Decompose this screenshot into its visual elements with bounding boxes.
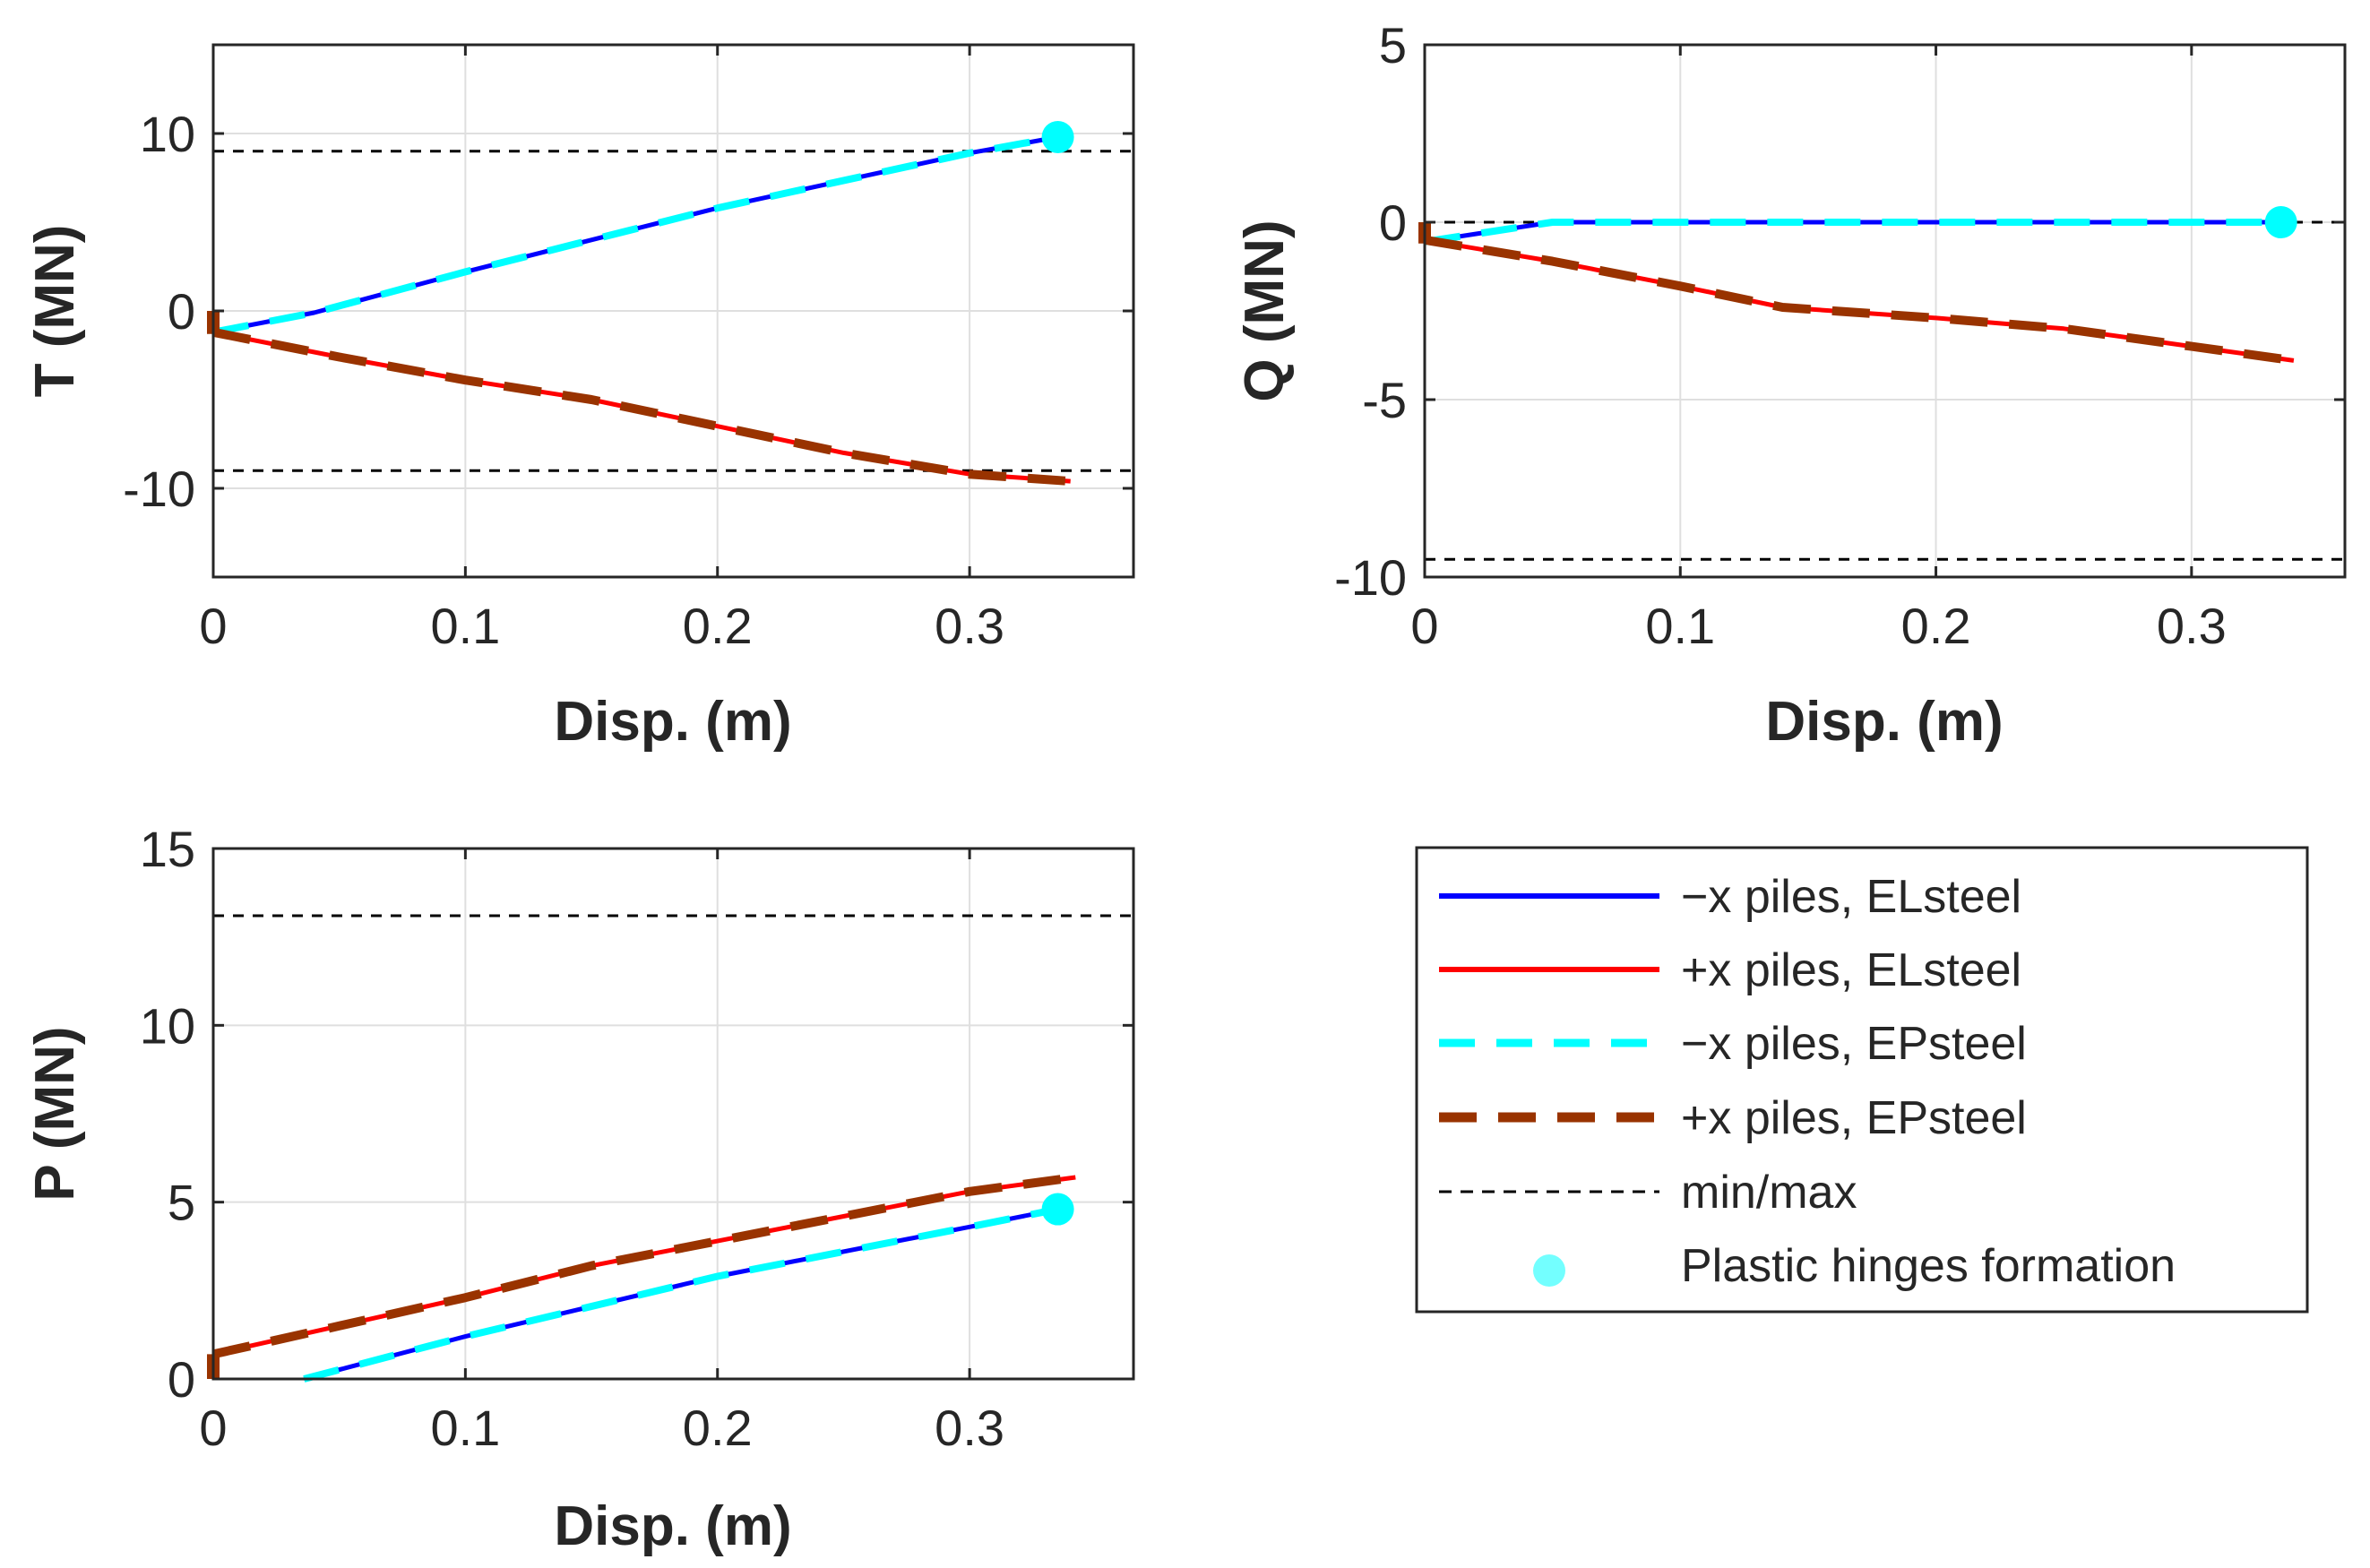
y-tick-label: -5 [1362,372,1407,428]
y-tick-label: 15 [140,821,195,877]
y-axis-label: Q (MN) [1234,220,1296,401]
legend-label: −x piles, ELsteel [1681,871,2021,923]
x-tick-label: 0.1 [430,1400,500,1456]
x-tick-label: 0 [199,1400,227,1456]
x-axis-label: Disp. (m) [554,691,791,753]
series-line [212,134,1059,336]
x-tick-label: 0.1 [1645,598,1715,654]
legend-label: −x piles, EPsteel [1681,1018,2027,1070]
x-axis-label: Disp. (m) [1765,691,2003,753]
chart-panel-q: 0 0.1 0.2 0.3 -10 -5 0 5 Disp. (m) Q (MN) [1234,17,2347,753]
y-tick-label: 0 [168,283,195,340]
x-tick-label: 0.2 [683,1400,753,1456]
x-tick-label: 0.3 [935,1400,1004,1456]
legend-label: +x piles, ELsteel [1681,944,2021,996]
y-axis-label: T (MN) [24,225,86,398]
y-tick-label: -10 [1334,549,1407,606]
series-line [1424,220,2281,245]
hinge-marker [2264,206,2297,238]
legend-swatch-hinge-marker [1533,1254,1565,1287]
series-line [212,327,1072,487]
x-tick-label: 0.2 [1901,598,1971,654]
y-tick-label: 10 [140,997,195,1054]
y-tick-label: 0 [168,1351,195,1408]
hinge-marker [1041,1193,1074,1226]
x-tick-label: 0.1 [430,598,500,654]
legend-label: +x piles, EPsteel [1681,1092,2027,1144]
chart-panel-t: 0 0.1 0.2 0.3 -10 0 10 Disp. (m) T (MN) [24,43,1135,753]
x-tick-label: 0.2 [683,598,753,654]
x-tick-label: 0.3 [935,598,1004,654]
y-tick-label: -10 [123,461,195,517]
axes-frame [211,847,1135,1381]
axes-frame [1423,43,2347,579]
y-tick-label: 0 [1379,194,1407,251]
chart-panel-p: 0 0.1 0.2 0.3 0 5 10 15 Disp. (m) P (MN) [24,821,1135,1557]
y-tick-label: 10 [140,106,195,162]
series-line [303,1205,1059,1383]
legend-label: min/max [1681,1167,1857,1219]
x-axis-label: Disp. (m) [554,1495,791,1557]
legend-label: Plastic hinges formation [1681,1240,2176,1292]
series-line [1424,235,2295,366]
x-tick-label: 0 [199,598,227,654]
y-tick-label: 5 [168,1175,195,1231]
series-line [211,1173,1076,1359]
y-axis-label: P (MN) [24,1026,86,1201]
y-tick-label: 5 [1379,17,1407,73]
x-tick-label: 0.3 [2157,598,2227,654]
legend: −x piles, ELsteel +x piles, ELsteel −x p… [1415,846,2309,1314]
hinge-marker [1041,120,1074,153]
x-tick-label: 0 [1410,598,1438,654]
legend-box [1415,846,2309,1314]
